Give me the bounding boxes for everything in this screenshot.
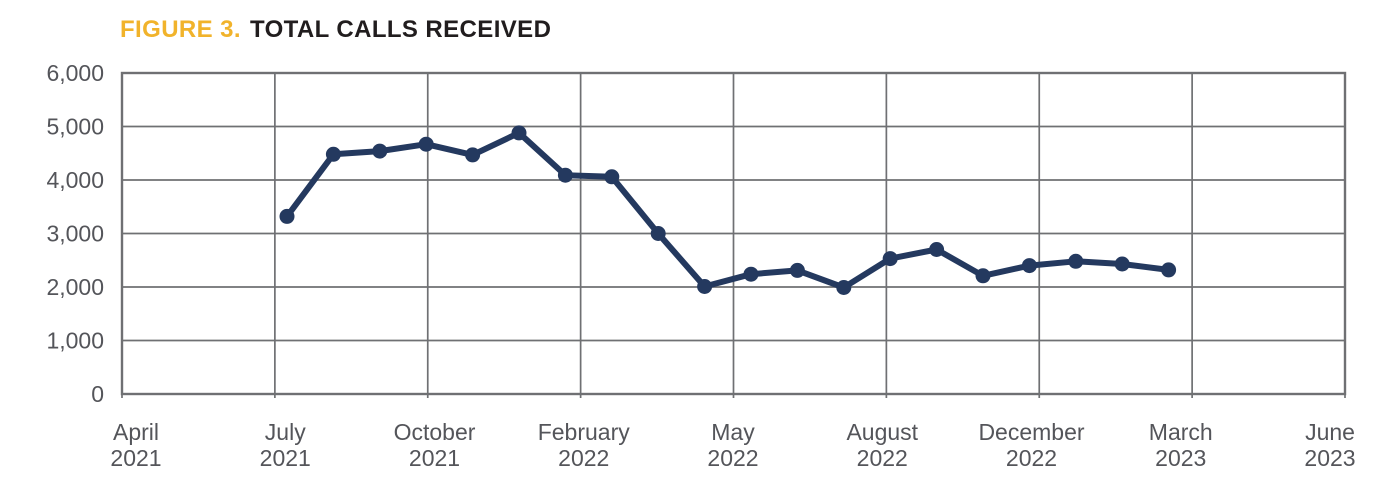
data-point bbox=[929, 242, 945, 257]
x-axis-labels: April 2021 July 2021 October 2021 February 2022… bbox=[110, 419, 1355, 471]
data-point bbox=[418, 136, 434, 152]
data-point bbox=[1114, 256, 1130, 272]
x-tick-label: February 2022 bbox=[538, 419, 631, 471]
data-point bbox=[511, 125, 527, 141]
y-tick-label: 1,000 bbox=[46, 328, 104, 354]
data-point bbox=[557, 167, 573, 183]
gridlines bbox=[121, 73, 1346, 398]
x-tick-label: March 2023 bbox=[1149, 419, 1213, 471]
x-tick-label: August 2022 bbox=[846, 419, 918, 471]
y-tick-label: 2,000 bbox=[46, 274, 104, 300]
data-point bbox=[1021, 258, 1037, 274]
data-point bbox=[975, 268, 991, 284]
y-tick-label: 4,000 bbox=[46, 167, 104, 193]
data-point bbox=[743, 266, 759, 282]
data-point bbox=[836, 280, 852, 295]
y-tick-label: 3,000 bbox=[46, 221, 104, 247]
data-point bbox=[465, 147, 481, 163]
calls-data-line bbox=[284, 129, 1172, 291]
y-tick-label: 5,000 bbox=[46, 114, 104, 140]
y-tick-label: 0 bbox=[91, 381, 104, 407]
x-tick-label: July 2021 bbox=[260, 419, 311, 471]
data-points bbox=[279, 125, 1177, 295]
y-tick-label: 6,000 bbox=[46, 60, 104, 86]
data-point bbox=[372, 143, 388, 159]
data-point bbox=[1068, 253, 1084, 269]
data-point bbox=[325, 146, 341, 162]
x-tick-label: December 2022 bbox=[978, 419, 1084, 471]
figure-title: FIGURE 3. TOTAL CALLS RECEIVED bbox=[120, 16, 551, 44]
x-tick-label: October 2021 bbox=[394, 419, 476, 471]
x-tick-label: May 2022 bbox=[707, 419, 758, 471]
plot-frame bbox=[120, 71, 1347, 396]
data-point bbox=[604, 169, 620, 185]
data-point bbox=[279, 208, 295, 224]
y-axis-labels: 6,000 5,000 4,000 3,000 2,000 1,000 0 bbox=[46, 60, 104, 407]
x-tick-label: April 2021 bbox=[110, 419, 161, 471]
figure-number-label: FIGURE 3. bbox=[120, 16, 241, 43]
data-point bbox=[697, 279, 713, 294]
data-point bbox=[882, 251, 898, 267]
data-point bbox=[650, 226, 666, 241]
data-point bbox=[1161, 262, 1177, 278]
x-tick-label: June 2023 bbox=[1304, 419, 1355, 471]
figure-title-text: TOTAL CALLS RECEIVED bbox=[249, 16, 552, 43]
data-point bbox=[789, 262, 805, 278]
